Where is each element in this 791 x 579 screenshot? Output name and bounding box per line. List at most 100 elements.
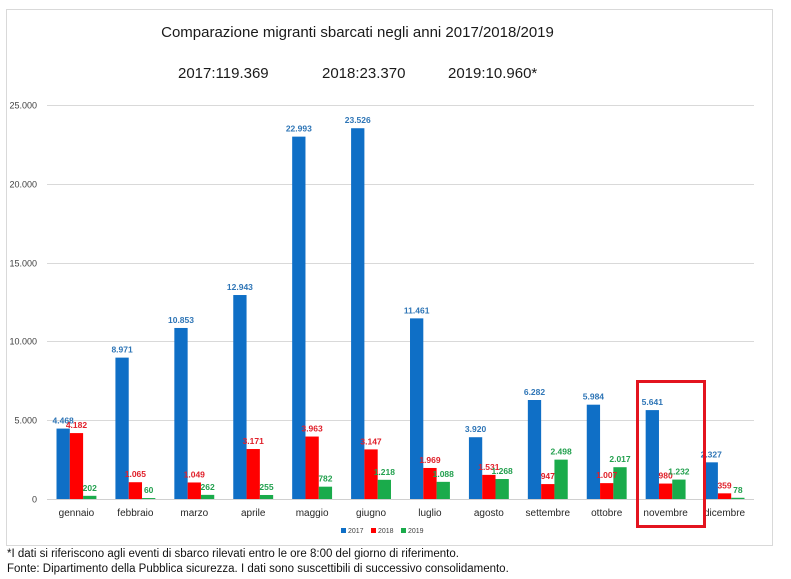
data-label-2019-gennaio: 202 [83,483,97,493]
bar-2017-gennaio [56,428,70,499]
bar-2018-febbraio [128,482,143,499]
data-label-2017-gennaio: 4.468 [53,416,75,426]
data-label-2019-settembre: 2.498 [550,447,572,457]
data-label-2018-settembre: 947 [541,471,555,481]
y-tick-label: 20.000 [9,180,37,190]
bar-2017-aprile [233,295,247,499]
bar-2019-ottobre [613,467,627,499]
y-tick-label: 10.000 [9,337,37,347]
bar-2017-agosto [468,437,483,499]
data-label-2019-luglio: 1.088 [433,469,455,479]
bar-2017-giugno [351,128,365,500]
data-label-2019-maggio: 782 [318,474,332,484]
bar-2019-dicembre [731,497,745,499]
data-label-2018-luglio: 1.969 [419,455,441,465]
y-tick-label: 5.000 [14,416,37,426]
data-label-2017-ottobre: 5.984 [583,392,605,402]
x-tick-label-aprile: aprile [241,508,266,519]
bar-2017-ottobre [586,404,601,499]
data-label-2018-dicembre: 359 [717,480,731,490]
bar-2019-gennaio [83,495,97,499]
data-label-2019-novembre: 1.232 [668,467,690,477]
bar-2019-giugno [377,479,391,499]
y-tick-label: 25.000 [9,101,37,111]
bar-2017-luglio [410,318,424,499]
data-label-2019-dicembre: 78 [733,485,743,495]
bar-2018-dicembre [717,493,732,499]
bar-2018-luglio [423,467,437,499]
data-label-2018-marzo: 1.049 [184,469,206,479]
y-tick-label: 15.000 [9,259,37,269]
data-label-2019-marzo: 262 [200,482,214,492]
bar-2017-settembre [527,400,542,499]
x-tick-label-febbraio: febbraio [117,508,154,519]
bar-2017-marzo [174,327,188,499]
data-label-2018-aprile: 3.171 [243,436,265,446]
data-label-2017-febbraio: 8.971 [111,345,133,355]
x-tick-label-agosto: agosto [474,508,504,519]
x-axis-ticks: gennaio febbraio marzo aprile maggio giugno lu… [59,508,746,519]
legend-label-2017: 2017 [348,528,364,535]
legend-swatch-2018 [371,528,376,533]
data-label-2018-gennaio: 4.182 [66,420,88,430]
chart-frame [6,9,773,546]
data-label-2019-aprile: 255 [259,482,273,492]
data-label-2018-maggio: 3.963 [301,424,323,434]
x-tick-label-gennaio: gennaio [59,508,95,519]
data-label-2017-dicembre: 2.327 [701,449,723,459]
total-2017: 2017:119.369 [178,65,269,82]
x-tick-label-dicembre: dicembre [704,508,746,519]
legend-swatch-2019 [401,528,406,533]
data-label-2018-giugno: 3.147 [360,436,382,446]
bar-2018-settembre [541,484,555,499]
bar-2017-maggio [292,136,306,499]
data-label-2019-febbraio: 60 [144,485,154,495]
bar-2018-giugno [364,449,378,499]
data-label-2017-luglio: 11.461 [404,305,430,315]
data-label-2017-marzo: 10.853 [168,315,194,325]
data-label-2017-maggio: 22.993 [286,124,312,134]
bars [56,128,745,500]
bar-2017-novembre [645,410,659,499]
bar-2019-luglio [436,481,450,499]
bar-2018-aprile [246,449,260,499]
legend-swatch-2017 [341,528,346,533]
chart-title: Comparazione migranti sbarcati negli ann… [161,24,554,41]
x-tick-label-novembre: novembre [643,508,688,519]
x-tick-label-marzo: marzo [180,508,208,519]
total-2018: 2018:23.370 [322,65,406,82]
y-tick-label: 0 [32,495,37,505]
bar-2019-marzo [200,494,215,499]
x-tick-label-maggio: maggio [296,508,329,519]
bar-2019-febbraio [142,498,156,499]
data-label-2019-agosto: 1.268 [492,466,514,476]
legend-label-2019: 2019 [408,528,424,535]
bar-2017-febbraio [115,357,129,499]
highlight-box-novembre [636,380,706,528]
bar-2018-agosto [482,474,496,499]
bar-2019-settembre [554,459,568,499]
data-label-2018-novembre: 980 [659,471,673,481]
data-label-2017-agosto: 3.920 [465,424,487,434]
data-label-2017-aprile: 12.943 [227,282,253,292]
x-tick-label-luglio: luglio [418,508,442,519]
data-label-2019-ottobre: 2.017 [609,454,631,464]
bar-2018-maggio [305,436,319,499]
bar-2018-ottobre [600,483,614,499]
x-tick-label-giugno: giugno [356,508,386,519]
total-2019: 2019:10.960* [448,65,538,82]
data-label-2018-agosto: 1.531 [478,462,500,472]
data-label-2017-settembre: 6.282 [524,387,546,397]
bar-2018-marzo [187,482,201,499]
bar-2019-maggio [318,486,333,499]
bar-2017-dicembre [704,462,718,499]
data-label-2017-giugno: 23.526 [345,115,371,125]
data-label-2018-febbraio: 1.065 [125,469,147,479]
bar-2018-gennaio [69,433,84,499]
bar-2018-novembre [658,483,673,499]
bar-2019-aprile [259,494,274,499]
x-tick-label-ottobre: ottobre [591,508,623,519]
data-label-2018-ottobre: 1.007 [596,470,618,480]
